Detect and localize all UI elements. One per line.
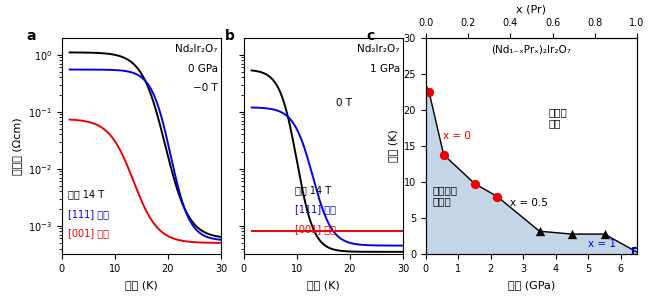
Text: x = 0.5: x = 0.5: [510, 198, 548, 208]
Point: [599, 232, 610, 237]
Text: [111] 方向: [111] 方向: [68, 209, 109, 219]
Point: [492, 194, 502, 199]
Point: [469, 181, 480, 186]
Text: 磁場 14 T: 磁場 14 T: [68, 189, 104, 199]
Text: 0 GPa: 0 GPa: [188, 64, 218, 74]
Text: 反強磁性
絶縁体: 反強磁性 絶縁体: [432, 185, 457, 206]
Text: 磁場 14 T: 磁場 14 T: [294, 185, 331, 195]
Polygon shape: [426, 85, 637, 254]
Text: −0 T: −0 T: [193, 83, 218, 93]
Text: (Nd₁₋ₓPrₓ)₂Ir₂O₇: (Nd₁₋ₓPrₓ)₂Ir₂O₇: [491, 44, 571, 54]
Text: x = 0: x = 0: [443, 131, 471, 141]
Text: 1 GPa: 1 GPa: [370, 64, 400, 74]
X-axis label: x (Pr): x (Pr): [516, 4, 547, 14]
Y-axis label: 温度 (K): 温度 (K): [388, 130, 398, 162]
Text: Nd₂Ir₂O₇: Nd₂Ir₂O₇: [176, 44, 218, 54]
Text: [001] 方向: [001] 方向: [68, 228, 109, 238]
X-axis label: 温度 (K): 温度 (K): [307, 280, 340, 290]
Text: c: c: [367, 29, 375, 43]
Point: [424, 89, 434, 94]
Point: [534, 229, 545, 234]
Text: [001] 方向: [001] 方向: [294, 224, 335, 234]
Text: [111] 方向: [111] 方向: [294, 204, 335, 215]
X-axis label: 圧力 (GPa): 圧力 (GPa): [508, 280, 555, 290]
Point: [567, 232, 577, 237]
Text: b: b: [225, 29, 235, 43]
Text: a: a: [27, 29, 36, 43]
Point: [632, 250, 642, 255]
Text: Nd₂Ir₂O₇: Nd₂Ir₂O₇: [358, 44, 400, 54]
Y-axis label: 抗抗率 (Ωcm): 抗抗率 (Ωcm): [12, 117, 23, 175]
Text: x = 1: x = 1: [588, 239, 616, 249]
Text: 0 T: 0 T: [336, 98, 352, 108]
X-axis label: 温度 (K): 温度 (K): [125, 280, 158, 290]
Point: [438, 152, 448, 157]
Text: 常磁性
金属: 常磁性 金属: [548, 107, 567, 129]
